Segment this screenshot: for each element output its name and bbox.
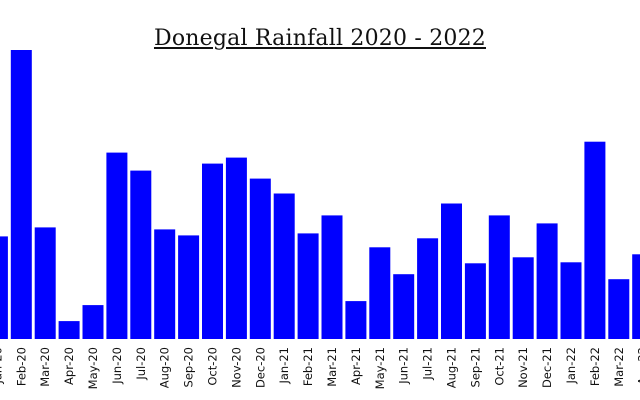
- x-tick-label: May-21: [373, 347, 387, 389]
- x-tick-label: Jan-22: [564, 347, 578, 385]
- x-tick-label: Oct-21: [492, 347, 506, 386]
- bar-Jan-20: [0, 236, 8, 339]
- bar-Sep-20: [178, 235, 200, 339]
- bar-Nov-21: [512, 257, 534, 339]
- bar-Mar-21: [321, 215, 343, 339]
- bar-Dec-20: [249, 178, 271, 339]
- bar-Mar-22: [608, 279, 630, 339]
- bar-Dec-21: [536, 223, 558, 339]
- x-tick-label: Apr-21: [349, 347, 363, 385]
- x-tick-label: Jul-20: [134, 347, 148, 381]
- bar-Jul-20: [130, 170, 152, 339]
- bar-Feb-20: [10, 50, 32, 339]
- bar-Aug-21: [441, 203, 462, 339]
- x-tick-label: Aug-21: [445, 347, 459, 388]
- x-tick-label: May-20: [86, 347, 100, 389]
- chart-title: Donegal Rainfall 2020 - 2022: [153, 26, 486, 51]
- bar-Oct-20: [202, 163, 223, 339]
- x-tick-label: Jun-20: [110, 347, 124, 385]
- x-tick-label: Mar-22: [612, 347, 626, 387]
- bar-Aug-20: [154, 229, 176, 339]
- bar-Mar-20: [34, 227, 56, 339]
- bar-Apr-21: [345, 301, 367, 339]
- x-tick-label: Apr-20: [62, 347, 76, 385]
- bar-Nov-20: [225, 157, 247, 339]
- x-tick-label: Oct-20: [206, 347, 220, 386]
- x-tick-label: Apr-22: [636, 347, 640, 385]
- bar-Jun-20: [106, 152, 128, 339]
- x-tick-label: Nov-20: [229, 347, 243, 388]
- x-tick-label: Aug-20: [158, 347, 172, 388]
- bar-May-21: [369, 247, 391, 339]
- bar-Apr-22: [632, 254, 640, 339]
- x-tick-label: Jun-21: [397, 347, 411, 385]
- x-tick-label: Mar-20: [38, 347, 52, 387]
- bar-Sep-21: [464, 263, 486, 339]
- bar-Jul-21: [417, 238, 439, 339]
- x-tick-label: Sep-21: [468, 347, 482, 387]
- x-tick-label: Jan-20: [0, 347, 4, 385]
- x-tick-label: Dec-20: [253, 347, 267, 388]
- x-tick-label: Feb-20: [14, 347, 28, 386]
- x-tick-label: Dec-21: [540, 347, 554, 388]
- x-tick-label: Feb-21: [301, 347, 315, 386]
- bar-May-20: [82, 305, 104, 339]
- bar-Apr-20: [58, 321, 80, 339]
- bar-Feb-21: [297, 233, 319, 339]
- bar-Jan-22: [560, 262, 582, 339]
- x-tick-label: Feb-22: [588, 347, 602, 386]
- bar-Oct-21: [488, 215, 510, 339]
- x-tick-label: Mar-21: [325, 347, 339, 387]
- bar-Jun-21: [393, 274, 415, 339]
- bar-Jan-21: [273, 193, 295, 339]
- x-tick-label: Sep-20: [182, 347, 196, 387]
- bar-Feb-22: [584, 141, 606, 339]
- x-tick-label: Jan-21: [277, 347, 291, 385]
- x-tick-label: Nov-21: [516, 347, 530, 388]
- x-tick-label: Jul-21: [421, 347, 435, 381]
